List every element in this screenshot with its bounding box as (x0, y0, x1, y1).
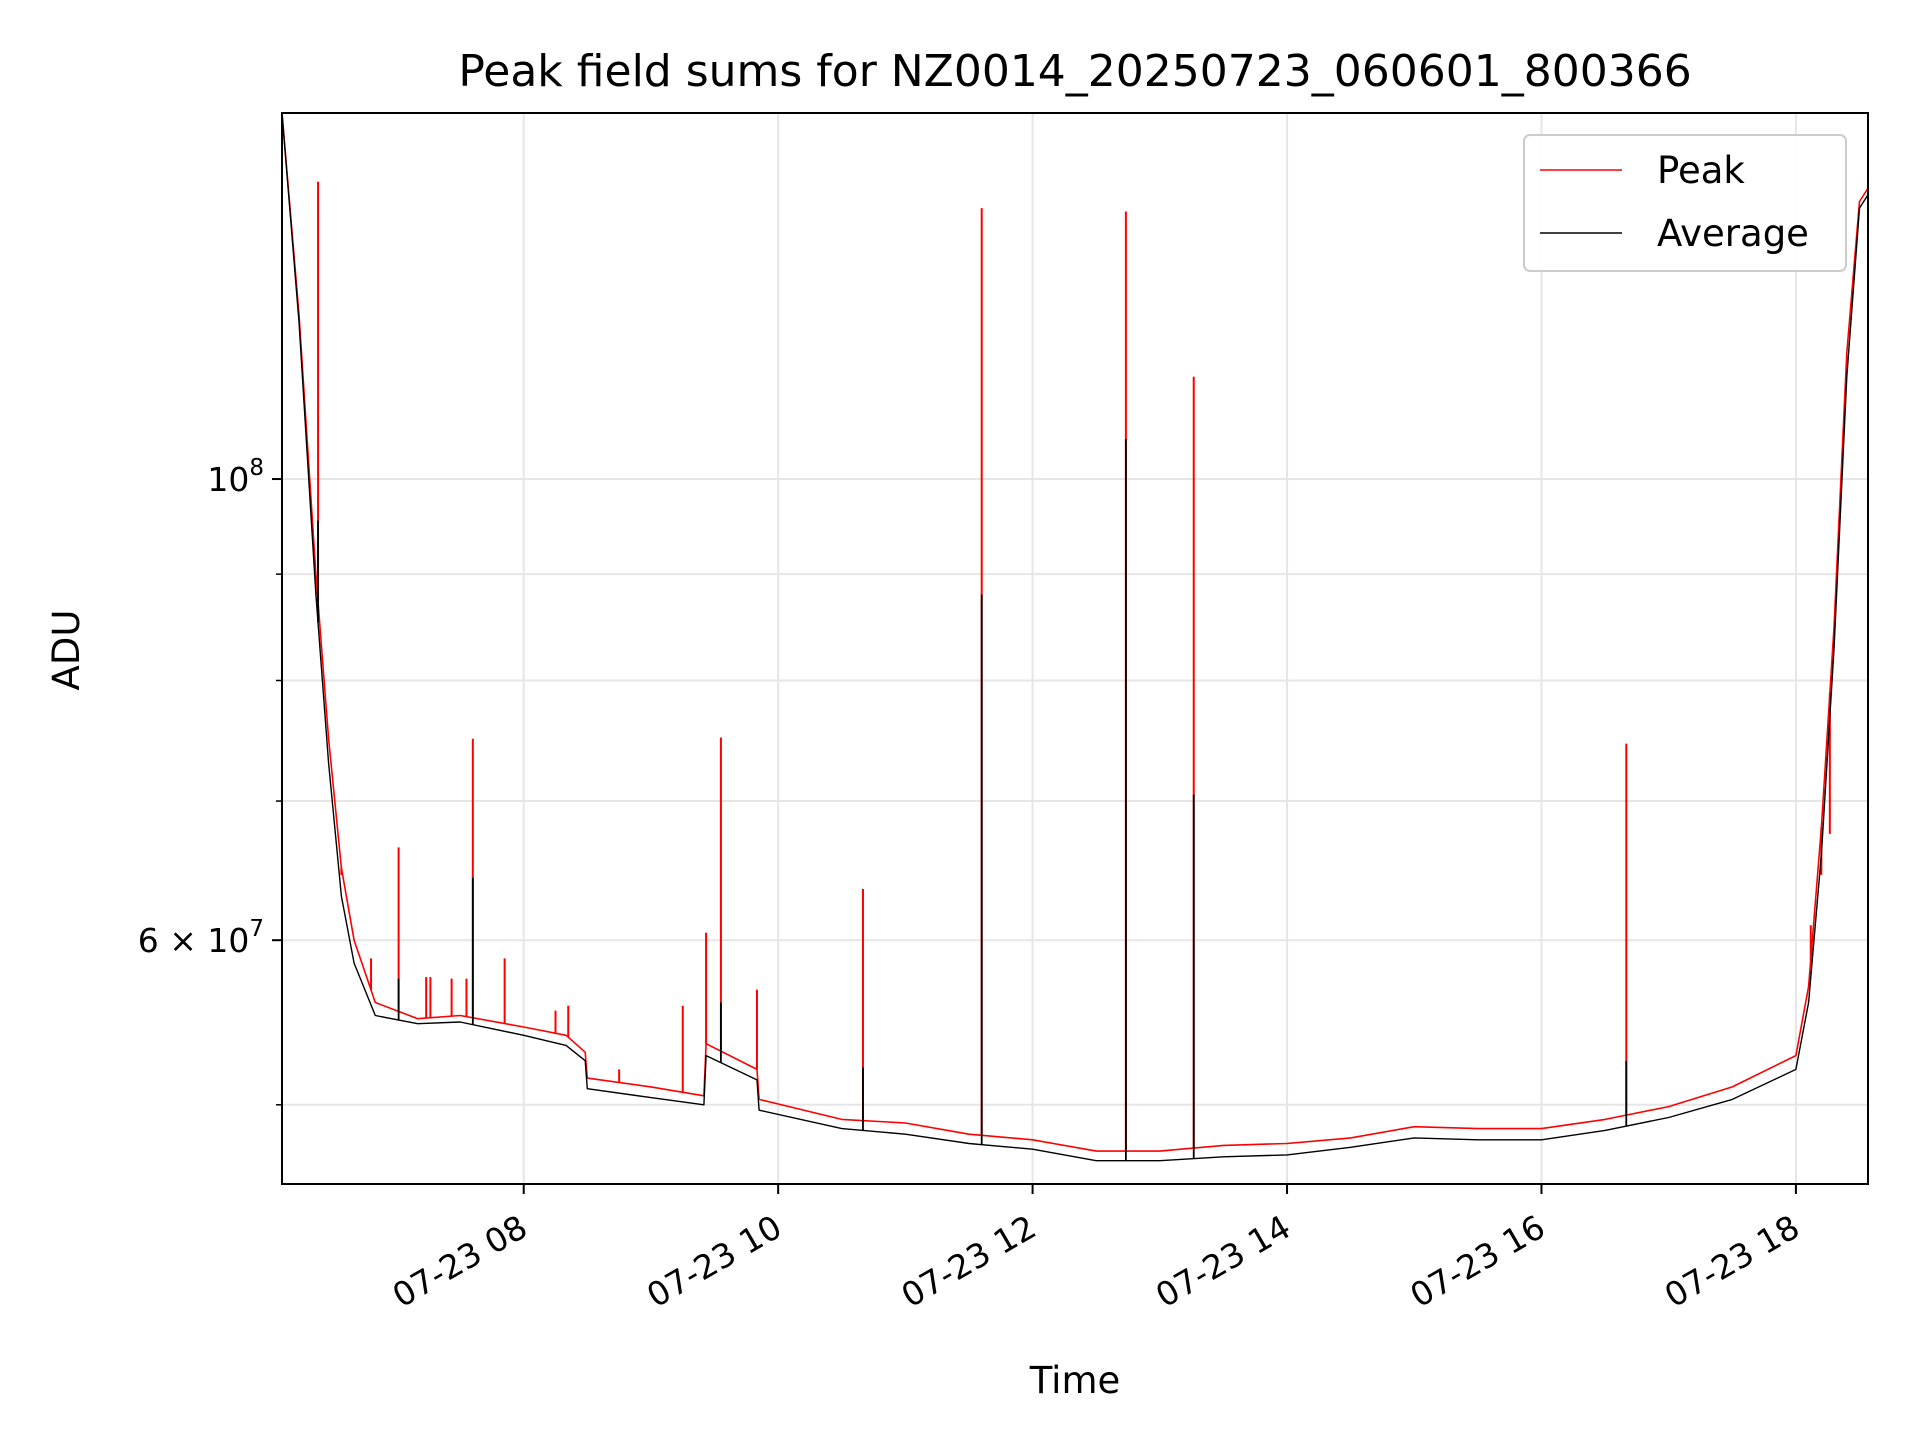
chart-title: Peak field sums for NZ0014_20250723_0606… (458, 46, 1691, 97)
series-line-average (282, 113, 1868, 1162)
y-axis: 6 × 107 108 (138, 455, 282, 1106)
plot-area (282, 113, 1868, 1162)
legend-peak-label: Peak (1657, 149, 1745, 192)
legend-average-label: Average (1657, 212, 1809, 255)
y-tick-label: 6 × 107 (138, 916, 264, 960)
grid-layer (282, 113, 1868, 1184)
legend-box (1523, 134, 1847, 272)
x-axis-label: Time (1029, 1359, 1121, 1402)
y-tick-mantissa: 10 (207, 460, 249, 499)
plot-frame (281, 112, 1869, 1185)
y-tick-exponent: 8 (249, 455, 264, 481)
series-layer (282, 113, 1868, 1162)
y-axis-label: ADU (45, 610, 88, 691)
y-tick-mantissa: 6 × 10 (138, 921, 250, 960)
series-line-peak (282, 113, 1868, 1152)
legend: Peak Average (1523, 134, 1847, 272)
y-tick-label: 108 (207, 455, 264, 499)
y-tick-exponent: 7 (249, 916, 264, 942)
